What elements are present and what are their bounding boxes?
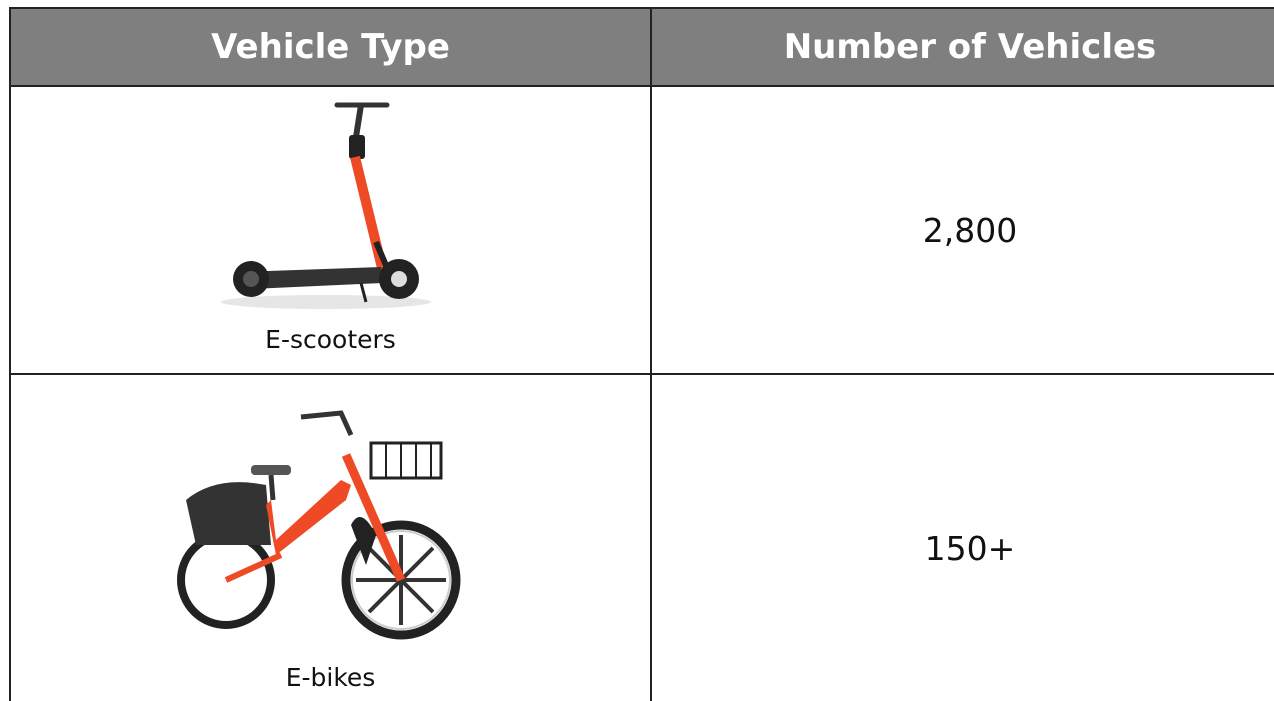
- ebike-image: [177, 410, 461, 640]
- vehicle-cell: E-scooters: [9, 85, 652, 375]
- vehicle-cell: E-bikes: [9, 373, 652, 701]
- count-cell: 2,800: [650, 85, 1274, 375]
- scooter-image: [221, 102, 431, 309]
- header-cell: Number of Vehicles: [650, 7, 1274, 87]
- vehicle-label: E-bikes: [285, 663, 376, 692]
- vehicle-label: E-scooters: [265, 325, 396, 354]
- header-cell: Vehicle Type: [9, 7, 652, 87]
- count-cell: 150+: [650, 373, 1274, 701]
